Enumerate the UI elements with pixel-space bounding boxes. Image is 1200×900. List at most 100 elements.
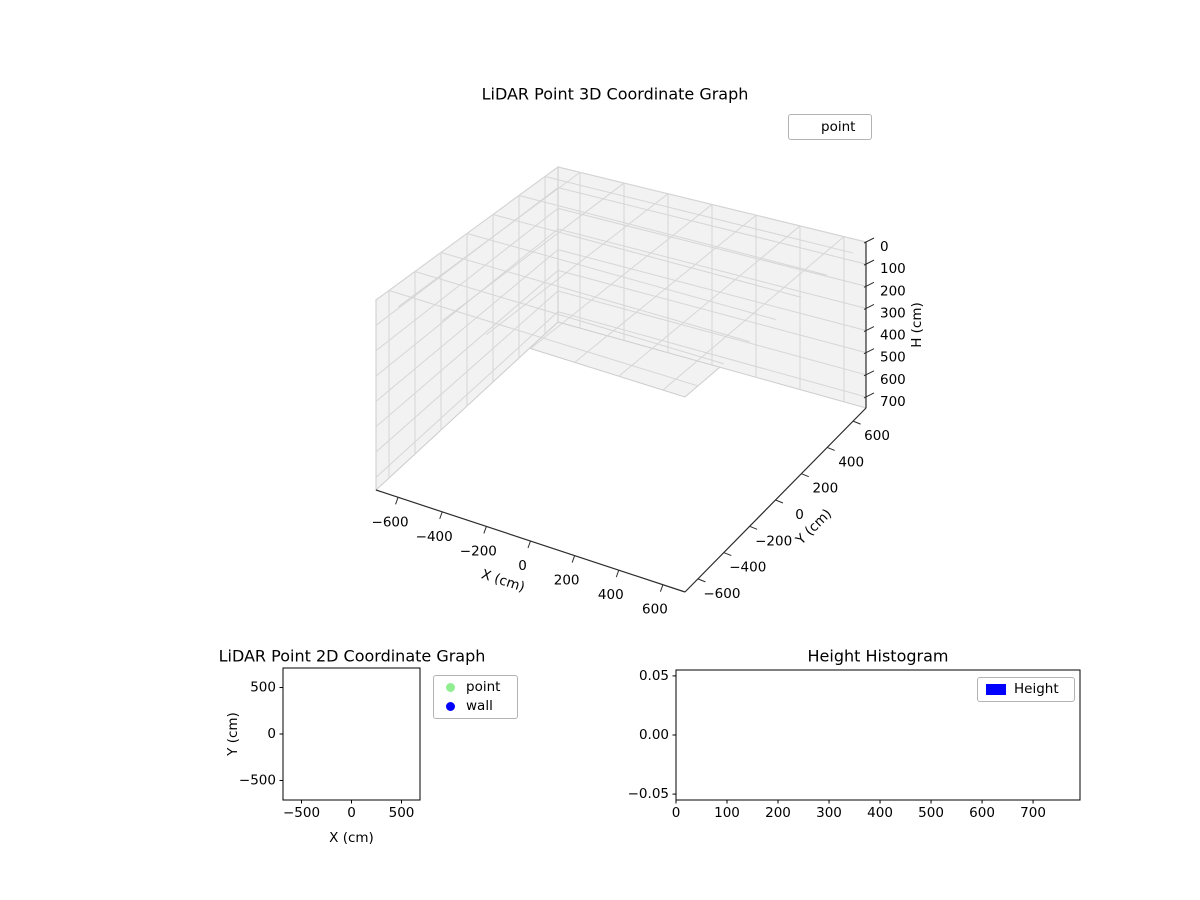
chart2d-title: LiDAR Point 2D Coordinate Graph	[218, 646, 486, 666]
histogram-title: Height Histogram	[807, 646, 949, 666]
legend-label: point	[466, 679, 501, 695]
h-tick-label: 600	[880, 372, 906, 388]
chart2d-legend: point wall	[433, 675, 518, 719]
h-tick-label: 0	[880, 239, 889, 255]
legend-label: Height	[1014, 681, 1059, 697]
h-tick-mark	[863, 392, 875, 399]
x-tick-label: 100	[714, 805, 740, 821]
y-tick-label: −400	[729, 560, 766, 576]
h-tick-label: 500	[880, 350, 906, 366]
h-axis-label: H (cm)	[909, 302, 925, 348]
chart3d-legend: point	[788, 114, 872, 140]
h-tick-mark	[863, 326, 875, 332]
x-tick-label: 500	[389, 805, 415, 821]
h-tick-mark	[863, 259, 875, 266]
x-tick-label: 0	[347, 805, 356, 821]
grid-line-y	[388, 290, 699, 387]
x-tick-mark	[527, 540, 531, 549]
x-tick-mark	[659, 584, 664, 592]
legend-entry-height: Height	[986, 680, 1066, 699]
x-axis-label: X (cm)	[329, 830, 374, 846]
histogram-legend: Height	[977, 677, 1075, 702]
x-tick-label: −500	[283, 805, 320, 821]
h-tick-label: 200	[880, 283, 906, 299]
grid-line-y	[518, 195, 828, 276]
grid-line-h	[375, 249, 559, 402]
grid-line-h	[557, 249, 867, 332]
x-tick-mark	[395, 497, 399, 505]
x-tick-label: 600	[642, 602, 668, 618]
y-tick-label: 0	[267, 726, 276, 742]
h-tick-label: 100	[880, 261, 906, 277]
h-tick-label: 300	[880, 305, 906, 321]
grid-line-y	[414, 271, 724, 365]
y-tick-label: 0	[795, 507, 804, 523]
h-tick-label: 700	[880, 394, 906, 410]
y-tick-mark	[749, 525, 758, 530]
h-tick-mark	[863, 370, 875, 377]
h-tick-mark	[863, 281, 875, 288]
y-tick-mark	[775, 499, 784, 504]
y-tick-label: −600	[703, 586, 740, 602]
grid-line-h	[375, 311, 559, 478]
x-tick-label: 200	[554, 573, 580, 589]
x-tick-label: 500	[918, 805, 944, 821]
grid-line-h	[557, 166, 867, 243]
grid-line-h	[557, 187, 867, 265]
height-marker-icon	[986, 684, 1006, 695]
grid-line-y	[440, 252, 750, 343]
x-tick-label: 600	[969, 805, 995, 821]
h-tick-mark	[863, 348, 875, 355]
chart3d-title: LiDAR Point 3D Coordinate Graph	[481, 84, 749, 104]
grid-line-h	[375, 207, 559, 352]
y-tick-label: −500	[239, 772, 276, 788]
legend-label: point	[821, 118, 856, 135]
point-marker-icon	[801, 122, 810, 132]
grid-line-h	[557, 207, 867, 287]
x-tick-mark	[439, 511, 443, 520]
y-tick-label: 500	[250, 680, 276, 696]
x-tick-label: −600	[372, 514, 409, 530]
x-tick-label: 700	[1020, 805, 1046, 821]
y-tick-mark	[723, 552, 732, 557]
grid-line-h	[375, 228, 559, 377]
legend-entry-point: point	[797, 118, 863, 137]
x-tick-label: −400	[416, 529, 453, 545]
legend-label: wall	[466, 698, 493, 714]
y-tick-label: 200	[812, 481, 838, 497]
grid-line-h	[557, 228, 867, 309]
y-tick-label: 0.00	[639, 727, 669, 743]
y-tick-mark	[697, 578, 706, 583]
wall-marker-icon	[446, 702, 455, 711]
y-tick-mark	[852, 420, 861, 425]
y-tick-mark	[801, 473, 810, 478]
legend-entry-wall: wall	[442, 697, 509, 716]
x-tick-label: 300	[816, 805, 842, 821]
y-tick-label: −200	[755, 533, 792, 549]
x-tick-label: 0	[518, 558, 527, 574]
y-tick-label: −0.05	[628, 786, 669, 802]
x-tick-mark	[615, 569, 620, 578]
x-tick-mark	[483, 526, 487, 534]
h-tick-mark	[863, 237, 875, 244]
h-tick-label: 400	[880, 328, 906, 344]
x-tick-mark	[571, 555, 576, 563]
legend-entry-point: point	[442, 678, 509, 697]
x-tick-label: 200	[765, 805, 791, 821]
y-tick-label: 400	[838, 454, 864, 470]
grid-line-h	[557, 311, 867, 398]
grid-line-h	[375, 269, 559, 428]
grid-line-y	[492, 214, 802, 298]
y-axis-label: Y (cm)	[225, 712, 241, 757]
grid-line-y	[466, 233, 776, 320]
x-tick-label: −200	[460, 543, 497, 559]
grid-line-y	[544, 176, 854, 254]
point-marker-icon	[446, 683, 455, 692]
grid-line-h	[557, 290, 867, 376]
x-tick-label: 400	[598, 587, 624, 603]
x-tick-label: 400	[867, 805, 893, 821]
y-tick-label: 600	[864, 428, 890, 444]
x-tick-label: 0	[672, 805, 681, 821]
